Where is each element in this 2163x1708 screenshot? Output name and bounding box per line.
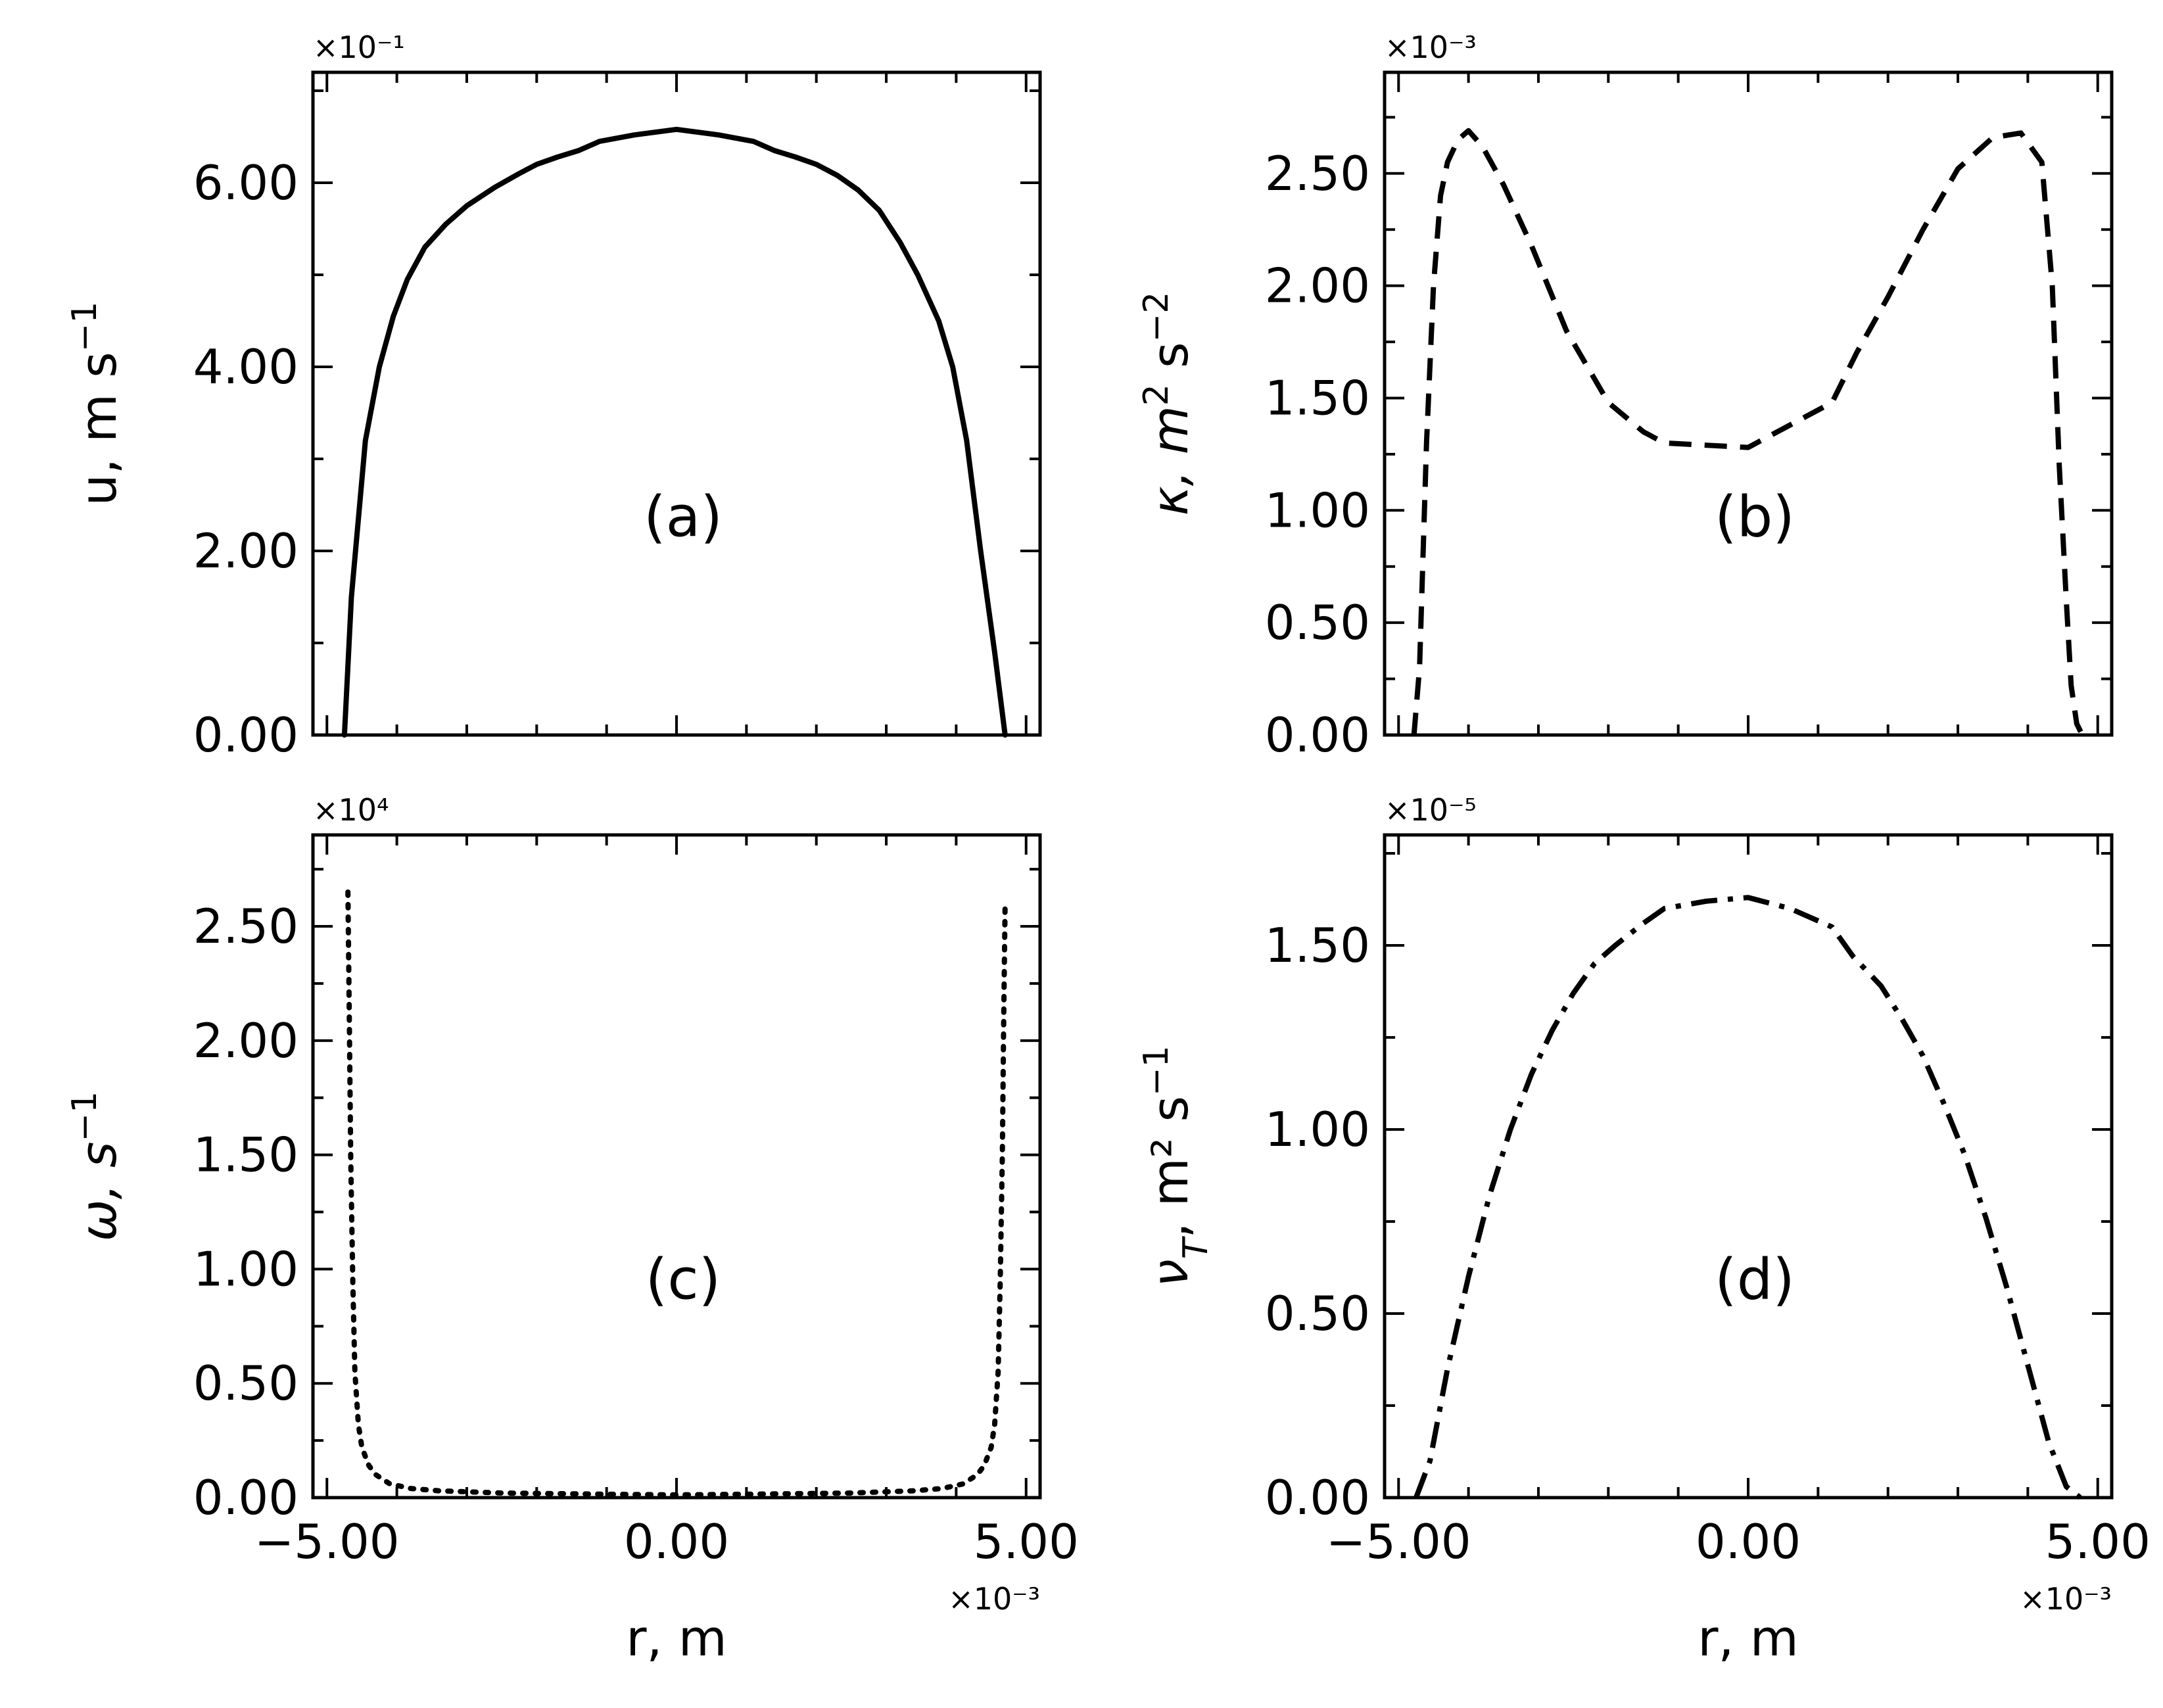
plot-frame xyxy=(311,70,1042,737)
y-label-main: κ, m xyxy=(1141,406,1199,515)
y-tick-label: 2.00 xyxy=(193,1013,298,1068)
x-axis-exponent: ×10⁻³ xyxy=(948,1581,1040,1617)
y-tick-label: 6.00 xyxy=(193,155,298,210)
panel-tag: (c) xyxy=(646,1247,721,1313)
y-label-tail: s xyxy=(1141,342,1199,384)
series-line-omega xyxy=(345,889,1008,1498)
plot-frame xyxy=(1383,833,2114,1500)
panel-tag: (d) xyxy=(1715,1247,1795,1313)
panel-d: 0.000.501.001.50−5.00 0.00 5.00×10⁻⁵×10⁻³r… xyxy=(1137,792,2151,1667)
y-label-superscript: −1 xyxy=(65,1091,105,1142)
x-tick-label: −5.00 xyxy=(254,1514,400,1569)
x-tick-label: 5.00 xyxy=(974,1514,1079,1569)
panel-a: 0.00 2.00 4.00 6.00 ×10⁻¹ u, m s−1 (a) xyxy=(65,30,1042,763)
y-label-main: u, m s xyxy=(69,352,128,506)
panel-c: 0.000.501.001.502.002.50−5.00 0.00 5.00×10… xyxy=(65,792,1079,1667)
y-tick-label: 1.00 xyxy=(1265,483,1370,538)
y-label-main: ν xyxy=(1141,1259,1199,1287)
x-tick-label: −5.00 xyxy=(1326,1514,1471,1569)
x-axis-label: r, m xyxy=(1698,1609,1799,1667)
y-axis-exponent: ×10⁻³ xyxy=(1385,30,1477,65)
y-label-tail: , m² s xyxy=(1141,1096,1199,1239)
series-line-nu_T xyxy=(1414,895,2082,1500)
y-tick-label: 4.00 xyxy=(193,339,298,394)
y-tick-label: 0.00 xyxy=(1265,1470,1370,1525)
y-tick-label: 0.50 xyxy=(193,1356,298,1411)
y-label-superscript-2: −1 xyxy=(1137,1045,1176,1096)
plot-frame xyxy=(1383,70,2114,737)
series-line-kappa xyxy=(1411,128,2085,736)
y-tick-label: 0.00 xyxy=(193,707,298,763)
x-axis-label: r, m xyxy=(626,1609,727,1667)
y-tick-label: 0.50 xyxy=(1265,1286,1370,1341)
y-tick-label: 1.50 xyxy=(1265,918,1370,973)
series-line-u xyxy=(341,126,1008,738)
y-tick-label: 1.00 xyxy=(193,1241,298,1296)
y-label-superscript-2: −2 xyxy=(1137,292,1176,343)
y-tick-label: 0.00 xyxy=(193,1470,298,1525)
y-tick-label: 1.00 xyxy=(1265,1102,1370,1157)
panel-b: 0.00 0.50 1.00 1.50 2.00 2.50 ×10⁻³ κ, m2 s−2 (b… xyxy=(1137,30,2114,763)
y-tick-label: 2.50 xyxy=(193,899,298,954)
plot-frame xyxy=(311,833,1042,1500)
x-tick-label: 5.00 xyxy=(2045,1514,2151,1569)
y-tick-label: 2.00 xyxy=(193,523,298,579)
x-tick-label: 0.00 xyxy=(1696,1514,1801,1569)
y-tick-label: 0.00 xyxy=(1265,707,1370,763)
panel-tag: (b) xyxy=(1715,485,1795,550)
y-tick-label: 0.50 xyxy=(1265,595,1370,650)
y-label-superscript: 2 xyxy=(1137,384,1176,406)
y-tick-label: 1.50 xyxy=(193,1127,298,1183)
y-tick-label: 2.00 xyxy=(1265,258,1370,314)
y-label-superscript: −1 xyxy=(65,302,105,352)
y-tick-label: 1.50 xyxy=(1265,370,1370,425)
y-axis-label: νT, m² s−1 xyxy=(1137,1045,1216,1287)
y-label-subscript: T xyxy=(1176,1235,1216,1259)
x-axis-exponent: ×10⁻³ xyxy=(2020,1581,2112,1617)
y-label-main: ω, s xyxy=(69,1142,128,1242)
y-axis-label: u, m s−1 xyxy=(65,302,128,506)
y-axis-label: κ, m2 s−2 xyxy=(1137,292,1199,516)
y-axis-exponent: ×10⁴ xyxy=(313,792,389,828)
y-axis-exponent: ×10⁻¹ xyxy=(313,30,405,65)
y-tick-label: 2.50 xyxy=(1265,146,1370,201)
panel-tag: (a) xyxy=(644,485,723,550)
x-tick-label: 0.00 xyxy=(624,1514,729,1569)
y-axis-label: ω, s−1 xyxy=(65,1091,128,1241)
y-axis-exponent: ×10⁻⁵ xyxy=(1385,792,1477,828)
